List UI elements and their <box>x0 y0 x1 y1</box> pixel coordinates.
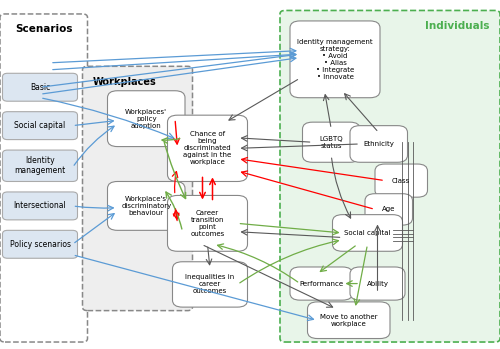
FancyBboxPatch shape <box>302 122 360 162</box>
Text: Social capital: Social capital <box>344 230 391 236</box>
Text: Move to another
workplace: Move to another workplace <box>320 314 378 327</box>
FancyBboxPatch shape <box>108 91 185 147</box>
Text: Identity
management: Identity management <box>14 156 66 176</box>
FancyBboxPatch shape <box>2 150 78 181</box>
FancyBboxPatch shape <box>0 14 88 342</box>
Text: Workplace's
discriminatory
behaviour: Workplace's discriminatory behaviour <box>121 196 172 216</box>
FancyBboxPatch shape <box>375 164 428 197</box>
FancyBboxPatch shape <box>290 267 352 300</box>
Text: Policy scenarios: Policy scenarios <box>10 240 70 249</box>
FancyBboxPatch shape <box>365 194 412 225</box>
FancyBboxPatch shape <box>172 262 248 307</box>
FancyBboxPatch shape <box>2 192 78 220</box>
FancyBboxPatch shape <box>350 126 408 162</box>
FancyBboxPatch shape <box>2 230 78 258</box>
FancyBboxPatch shape <box>280 10 500 342</box>
FancyBboxPatch shape <box>168 195 248 251</box>
FancyBboxPatch shape <box>2 73 78 101</box>
FancyBboxPatch shape <box>108 181 185 230</box>
Text: Basic: Basic <box>30 83 50 92</box>
FancyBboxPatch shape <box>350 267 405 300</box>
Text: Ability: Ability <box>366 281 388 287</box>
Text: Social capital: Social capital <box>14 121 66 130</box>
Text: Age: Age <box>382 206 396 213</box>
Text: Class: Class <box>392 178 410 184</box>
Text: Identity management
strategy:
• Avoid
• Alias
• Integrate
• Innovate: Identity management strategy: • Avoid • … <box>297 39 373 80</box>
Text: Career
transition
point
outcomes: Career transition point outcomes <box>190 210 224 237</box>
FancyBboxPatch shape <box>2 112 78 140</box>
FancyBboxPatch shape <box>168 115 248 181</box>
Text: Workplaces'
policy
adoption: Workplaces' policy adoption <box>125 109 167 129</box>
Text: Individuals: Individuals <box>426 21 490 31</box>
Text: Performance: Performance <box>299 281 344 287</box>
Text: Inequalities in
career
outcomes: Inequalities in career outcomes <box>186 274 234 295</box>
FancyBboxPatch shape <box>82 66 192 311</box>
Text: LGBTQ
status: LGBTQ status <box>320 136 343 149</box>
Text: Ethnicity: Ethnicity <box>364 141 394 147</box>
FancyBboxPatch shape <box>332 215 402 251</box>
Text: Chance of
being
discriminated
against in the
workplace: Chance of being discriminated against in… <box>184 131 232 165</box>
Text: Intersectional: Intersectional <box>14 201 66 210</box>
Text: Workplaces: Workplaces <box>92 77 156 87</box>
FancyBboxPatch shape <box>290 21 380 98</box>
FancyBboxPatch shape <box>308 302 390 339</box>
Text: Scenarios: Scenarios <box>15 24 72 35</box>
